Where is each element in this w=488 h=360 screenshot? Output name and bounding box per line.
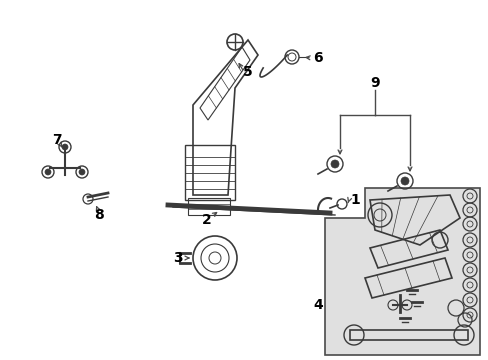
Circle shape xyxy=(400,177,408,185)
Circle shape xyxy=(45,169,51,175)
Text: 1: 1 xyxy=(349,193,359,207)
Text: 8: 8 xyxy=(94,208,103,222)
Circle shape xyxy=(330,160,338,168)
Text: 6: 6 xyxy=(312,51,322,65)
Polygon shape xyxy=(325,188,479,355)
Text: 3: 3 xyxy=(173,251,183,265)
Text: 5: 5 xyxy=(243,65,252,79)
Circle shape xyxy=(79,169,85,175)
Circle shape xyxy=(62,144,68,150)
Text: 2: 2 xyxy=(202,213,211,227)
Text: 4: 4 xyxy=(312,298,322,312)
Text: 7: 7 xyxy=(52,133,61,147)
Text: 9: 9 xyxy=(369,76,379,90)
